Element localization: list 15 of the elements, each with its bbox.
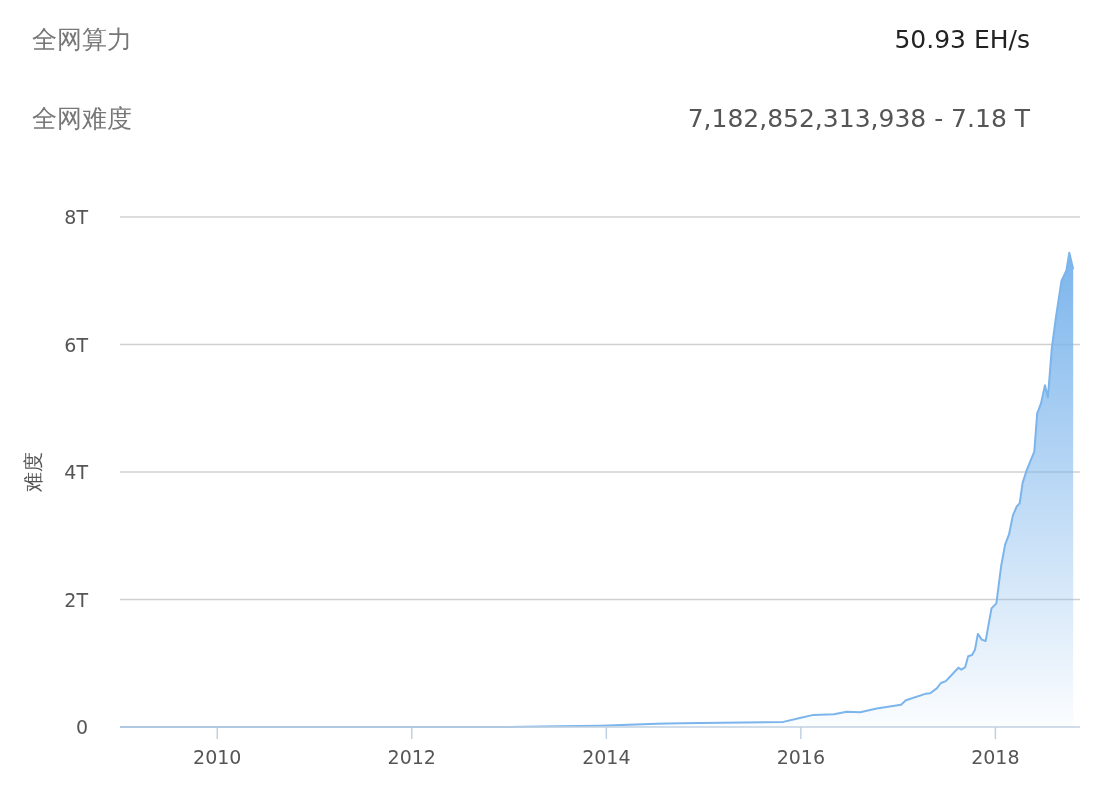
y-axis-title: 难度 xyxy=(21,452,45,493)
x-tick-label: 2010 xyxy=(193,746,242,768)
text: 全网难度 xyxy=(32,104,132,133)
y-tick-label: 2T xyxy=(64,588,89,611)
y-tick-label: 0 xyxy=(75,716,88,738)
y-tick-label: 8T xyxy=(64,206,89,228)
x-tick-label: 2016 xyxy=(776,746,826,768)
y-tick-label: 4T xyxy=(64,461,89,483)
text: 全网算力 xyxy=(32,25,132,54)
text: 50.93 EH/s xyxy=(894,25,1030,54)
text: 7,182,852,313,938 - 7.18 T xyxy=(687,104,1031,133)
x-tick-label: 2014 xyxy=(582,746,631,768)
y-tick-label: 6T xyxy=(64,333,89,356)
x-tick-label: 2012 xyxy=(387,746,436,768)
x-tick-label: 2018 xyxy=(971,746,1020,768)
